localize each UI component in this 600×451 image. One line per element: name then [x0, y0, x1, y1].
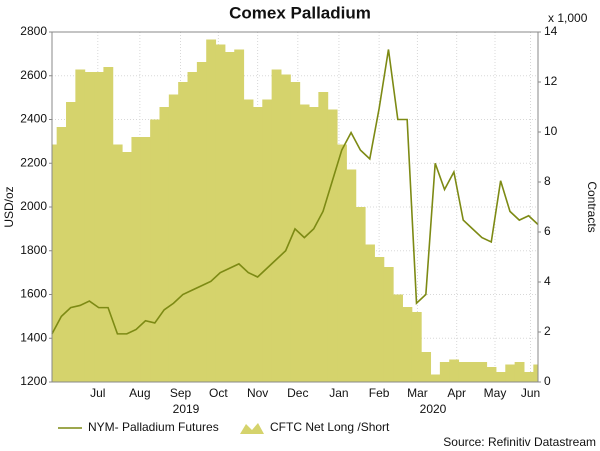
area-step	[458, 362, 469, 382]
area-step	[187, 72, 198, 382]
area-step	[196, 62, 207, 382]
y-tick-label: 1400	[20, 330, 47, 344]
area-step	[52, 144, 58, 382]
area-step	[383, 267, 394, 382]
area-step	[112, 144, 123, 382]
area-step	[178, 82, 189, 382]
area-step	[140, 137, 151, 382]
area-step	[533, 364, 539, 382]
y2-axis-label: Contracts	[585, 181, 599, 232]
y2-tick-label: 4	[544, 274, 551, 288]
x-tick-label: Sep	[170, 386, 192, 400]
area-step	[66, 102, 76, 382]
area-step	[514, 362, 525, 382]
area-step	[393, 294, 403, 382]
legend-swatch	[240, 423, 264, 434]
area-step	[290, 82, 301, 382]
area-step	[84, 72, 95, 382]
y2-tick-label: 14	[544, 24, 558, 38]
y2-tick-label: 12	[544, 74, 558, 88]
area-step	[402, 307, 413, 382]
x-tick-label: Oct	[209, 386, 228, 400]
area-step	[271, 69, 282, 382]
area-step	[309, 107, 319, 382]
area-step	[430, 374, 441, 382]
year-label: 2020	[420, 402, 447, 416]
area-step	[168, 94, 179, 382]
area-step	[150, 119, 160, 382]
area-step	[374, 257, 385, 382]
x-tick-label: Mar	[407, 386, 428, 400]
area-step	[318, 92, 329, 382]
y-axis-label: USD/oz	[2, 186, 16, 227]
chart-title: Comex Palladium	[229, 3, 371, 22]
y2-tick-label: 6	[544, 224, 551, 238]
area-step	[346, 169, 357, 382]
x-tick-label: Dec	[287, 386, 308, 400]
y-tick-label: 2400	[20, 112, 47, 126]
plot	[51, 31, 539, 383]
y-tick-label: 1200	[20, 374, 47, 388]
area-step	[299, 104, 310, 382]
y2-unit: x 1,000	[548, 11, 588, 25]
area-step	[206, 39, 217, 382]
area-step	[365, 244, 375, 382]
area-step	[103, 67, 114, 382]
price-line	[51, 49, 539, 335]
area-step	[411, 312, 422, 382]
area-step	[224, 52, 235, 382]
y-tick-label: 2800	[20, 24, 47, 38]
y2-tick-label: 0	[544, 374, 551, 388]
area-step	[467, 362, 478, 382]
area-step	[523, 372, 534, 382]
area-step	[56, 127, 67, 382]
area-step	[131, 137, 142, 382]
legend-label: CFTC Net Long /Short	[270, 420, 390, 434]
area-step	[122, 152, 132, 382]
x-tick-label: Feb	[369, 386, 390, 400]
area-step	[262, 99, 273, 382]
y2-tick-label: 10	[544, 124, 558, 138]
y-tick-label: 2000	[20, 199, 47, 213]
area-step	[355, 207, 366, 382]
y-tick-label: 1600	[20, 287, 47, 301]
y-tick-label: 1800	[20, 243, 47, 257]
x-tick-label: Aug	[129, 386, 150, 400]
x-tick-label: Nov	[247, 386, 268, 400]
x-tick-label: Jun	[521, 386, 540, 400]
x-tick-label: Apr	[447, 386, 466, 400]
x-tick-label: May	[484, 386, 507, 400]
area-step	[94, 72, 104, 382]
y2-tick-label: 2	[544, 324, 551, 338]
x-tick-label: Jul	[90, 386, 105, 400]
area-step	[505, 364, 516, 382]
source: Source: Refinitiv Datastream	[443, 435, 596, 449]
legend-label: NYM- Palladium Futures	[88, 420, 219, 434]
area-step	[486, 367, 497, 382]
area-step	[243, 99, 254, 382]
area-step	[75, 69, 86, 382]
area-step	[252, 107, 263, 382]
area-step	[215, 44, 226, 382]
x-tick-label: Jan	[329, 386, 348, 400]
area-step	[337, 144, 347, 382]
area-step	[449, 359, 460, 382]
area-step	[234, 49, 245, 382]
area-step	[159, 107, 170, 382]
y2-tick-label: 8	[544, 174, 551, 188]
y-tick-label: 2600	[20, 68, 47, 82]
area-step	[280, 74, 291, 382]
area-step	[421, 352, 432, 382]
year-label: 2019	[173, 402, 200, 416]
y-tick-label: 2200	[20, 155, 47, 169]
area-step	[327, 109, 338, 382]
area-step	[477, 362, 488, 382]
area-step	[495, 372, 506, 382]
area-step	[439, 362, 450, 382]
